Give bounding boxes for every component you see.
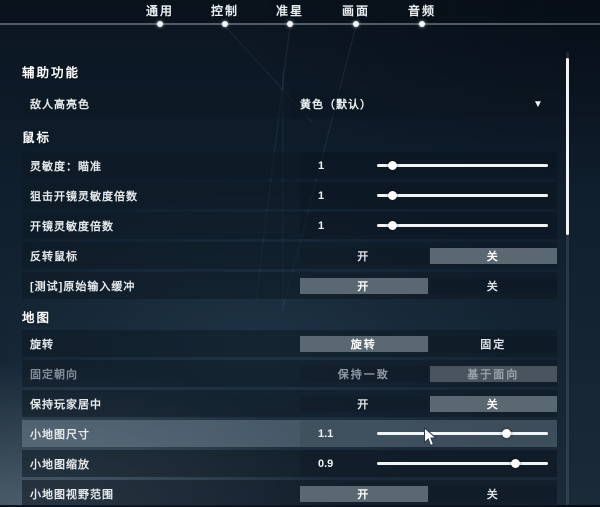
tab-controls[interactable]: 控制 bbox=[210, 4, 239, 18]
sensitivity-aim-label: 灵敏度：瞄准 bbox=[30, 160, 102, 173]
sniper-scoped-sensitivity-value: 1 bbox=[318, 189, 325, 202]
scoped-sensitivity-value: 1 bbox=[318, 219, 325, 232]
raw-input-buffer-label: [测试]原始输入缓冲 bbox=[30, 280, 136, 293]
section-title-mouse: 鼠标 bbox=[22, 131, 52, 145]
tab-indicator-dot bbox=[419, 21, 425, 27]
row-fixed-orientation: 固定朝向 保持一致 基于面向 bbox=[22, 360, 557, 387]
section-title-map: 地图 bbox=[22, 311, 52, 325]
row-sensitivity-aim: 灵敏度：瞄准 1 bbox=[22, 152, 557, 179]
row-invert-mouse: 反转鼠标 开 关 bbox=[22, 242, 557, 269]
minimap-fixed-button[interactable]: 固定 bbox=[429, 335, 557, 352]
tab-crosshair[interactable]: 准星 bbox=[275, 4, 304, 18]
sniper-scoped-sensitivity-label: 狙击开镜灵敏度倍数 bbox=[30, 190, 138, 203]
section-title-accessibility: 辅助功能 bbox=[22, 66, 81, 80]
row-enemy-highlight-color: 敌人高亮色 黄色（默认） ▼ bbox=[22, 90, 557, 118]
tab-audio[interactable]: 音频 bbox=[407, 4, 436, 18]
sensitivity-aim-value: 1 bbox=[318, 159, 325, 172]
scoped-sensitivity-label: 开镜灵敏度倍数 bbox=[30, 220, 114, 233]
minimap-size-label: 小地图尺寸 bbox=[30, 428, 90, 441]
tab-indicator-dot bbox=[222, 21, 228, 27]
scrollbar-track[interactable] bbox=[566, 52, 569, 505]
tab-general[interactable]: 通用 bbox=[145, 4, 174, 18]
tab-indicator-dot bbox=[353, 21, 359, 27]
minimap-zoom-slider[interactable] bbox=[377, 459, 548, 468]
minimap-size-value: 1.1 bbox=[318, 427, 334, 440]
row-keep-player-centered: 保持玩家居中 开 关 bbox=[22, 390, 557, 417]
row-minimap-zoom: 小地图缩放 0.9 bbox=[22, 450, 557, 477]
fixed-orientation-label: 固定朝向 bbox=[30, 368, 78, 381]
slider-thumb[interactable] bbox=[511, 459, 520, 468]
raw-input-buffer-on-button[interactable]: 开 bbox=[300, 277, 428, 294]
invert-mouse-label: 反转鼠标 bbox=[30, 250, 78, 263]
minimap-rotate-label: 旋转 bbox=[30, 338, 54, 351]
tab-indicator-dot bbox=[287, 21, 293, 27]
enemy-highlight-color-label: 敌人高亮色 bbox=[30, 99, 90, 111]
row-sniper-scoped-sensitivity: 狙击开镜灵敏度倍数 1 bbox=[22, 182, 557, 209]
dropdown-selected-value: 黄色（默认） bbox=[300, 99, 372, 111]
slider-thumb[interactable] bbox=[387, 161, 397, 170]
row-scoped-sensitivity: 开镜灵敏度倍数 1 bbox=[22, 212, 557, 239]
minimap-zoom-label: 小地图缩放 bbox=[30, 458, 90, 471]
slider-thumb[interactable] bbox=[502, 429, 512, 438]
row-minimap-size: 小地图尺寸 1.1 bbox=[22, 420, 557, 447]
invert-mouse-on-button[interactable]: 开 bbox=[300, 247, 428, 264]
tab-bar bbox=[0, 0, 600, 23]
minimap-zoom-value: 0.9 bbox=[318, 457, 334, 470]
invert-mouse-off-button[interactable]: 关 bbox=[429, 247, 557, 264]
tab-bar-divider bbox=[0, 23, 600, 25]
scrollbar-thumb[interactable] bbox=[566, 58, 569, 235]
minimap-vision-cones-label: 小地图视野范围 bbox=[30, 488, 114, 501]
row-minimap-rotate: 旋转 旋转 固定 bbox=[22, 330, 557, 357]
minimap-rotate-button[interactable]: 旋转 bbox=[300, 335, 428, 352]
raw-input-buffer-off-button[interactable]: 关 bbox=[429, 277, 557, 294]
minimap-size-slider[interactable] bbox=[377, 429, 548, 438]
fixed-orientation-based-on-side-button: 基于面向 bbox=[429, 365, 557, 382]
scoped-sensitivity-slider[interactable] bbox=[377, 221, 548, 230]
sensitivity-aim-slider[interactable] bbox=[377, 161, 548, 170]
keep-player-centered-on-button[interactable]: 开 bbox=[300, 395, 428, 412]
tab-video[interactable]: 画面 bbox=[341, 4, 370, 18]
tab-indicator-dot bbox=[157, 21, 163, 27]
fixed-orientation-always-same-button: 保持一致 bbox=[300, 365, 428, 382]
sniper-scoped-sensitivity-slider[interactable] bbox=[377, 191, 548, 200]
slider-thumb[interactable] bbox=[387, 221, 397, 230]
row-minimap-vision-cones: 小地图视野范围 开 关 bbox=[22, 480, 557, 507]
minimap-vision-cones-on-button[interactable]: 开 bbox=[300, 485, 428, 502]
keep-player-centered-label: 保持玩家居中 bbox=[30, 398, 102, 411]
minimap-vision-cones-off-button[interactable]: 关 bbox=[429, 485, 557, 502]
chevron-down-icon[interactable]: ▼ bbox=[533, 98, 543, 110]
keep-player-centered-off-button[interactable]: 关 bbox=[429, 395, 557, 412]
enemy-highlight-color-dropdown[interactable]: 黄色（默认） ▼ bbox=[290, 90, 557, 118]
slider-thumb[interactable] bbox=[387, 191, 397, 200]
row-raw-input-buffer: [测试]原始输入缓冲 开 关 bbox=[22, 272, 557, 299]
